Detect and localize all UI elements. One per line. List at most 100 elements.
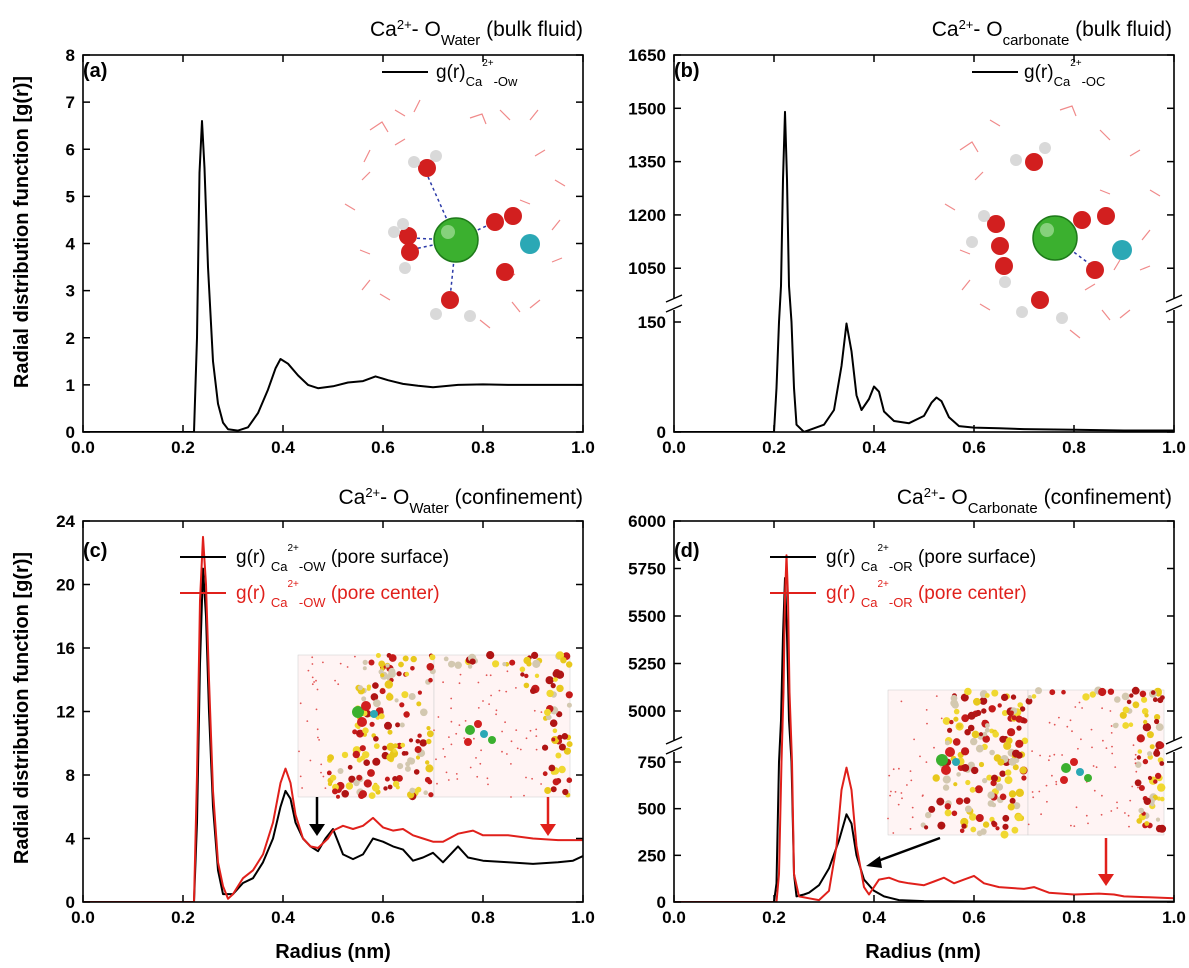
water-dot — [306, 720, 309, 722]
water-dot — [1132, 744, 1135, 747]
water-dot — [337, 683, 340, 686]
wall-atom — [558, 743, 566, 751]
wall-atom — [423, 790, 429, 795]
wall-atom — [952, 738, 961, 746]
panel-b-legend: g(r)Ca2+-OC — [972, 58, 1105, 89]
water-dot — [892, 832, 895, 834]
water-dot — [515, 729, 518, 731]
wall-atom — [392, 776, 398, 782]
wall-atom — [1150, 802, 1155, 807]
water-dot — [913, 738, 915, 741]
water-dot — [1070, 824, 1072, 827]
wall-atom — [1126, 699, 1132, 705]
wall-atom — [1014, 757, 1020, 764]
wall-atom — [961, 714, 970, 723]
water-dot — [1048, 755, 1051, 757]
y-tick-label: 250 — [638, 846, 666, 865]
wall-atom — [1119, 711, 1127, 719]
wall-atom — [1147, 751, 1153, 757]
wall-atom — [1159, 761, 1165, 766]
wall-atom — [982, 821, 990, 828]
wall-atom — [428, 792, 434, 798]
axis-break-mark — [665, 736, 683, 745]
wall-atom — [967, 711, 976, 720]
wall-atom — [1011, 826, 1019, 834]
water-dot — [450, 743, 453, 746]
water-dot — [1066, 725, 1069, 728]
panel-b-title: Ca2+- Ocarbonate (bulk fluid) — [932, 17, 1172, 49]
y-tick-label: 750 — [638, 753, 666, 772]
wall-atom — [410, 655, 417, 663]
wall-atom — [363, 779, 372, 788]
wall-atom — [1035, 687, 1042, 695]
wall-atom — [944, 809, 952, 817]
wall-atom — [371, 783, 380, 792]
wall-atom — [524, 673, 529, 679]
wall-atom — [969, 786, 976, 793]
water-dot — [1087, 822, 1089, 825]
wall-atom — [523, 682, 530, 689]
wall-atom — [1015, 715, 1023, 723]
wall-atom — [1016, 725, 1022, 731]
panel-d-arrows — [866, 836, 1114, 886]
water-dot — [1053, 723, 1056, 726]
series-line — [674, 577, 1174, 902]
water-dot — [442, 681, 444, 684]
legend-entry: g(r) Ca2+-OW (pore center) — [236, 579, 440, 610]
wall-atom — [415, 755, 421, 760]
water-dot — [1048, 759, 1050, 762]
wall-atom — [405, 761, 411, 767]
wall-atom — [387, 784, 393, 790]
panel-a-inset-snapshot — [344, 99, 566, 329]
wall-atom — [373, 699, 381, 708]
wall-atom — [356, 731, 361, 735]
legend-entry: g(r)Ca2+-Ow — [436, 58, 518, 89]
wall-atom — [1160, 796, 1165, 802]
wall-atom — [428, 677, 433, 683]
wall-atom — [416, 701, 422, 707]
y-tick-label: 0 — [66, 893, 75, 912]
y-tick-label: 5000 — [628, 702, 666, 721]
panel-c-plot: 0.0 0.2 0.4 0.6 0.8 1.0 0 4 8 12 16 20 24 — [56, 512, 595, 927]
wall-atom — [1154, 714, 1161, 721]
water-dot — [482, 700, 484, 702]
wall-atom — [1021, 737, 1029, 745]
water-dot — [485, 674, 488, 677]
water-dot — [458, 724, 461, 726]
wall-atom — [396, 671, 402, 677]
water-dot — [890, 790, 892, 793]
wall-atom — [1122, 706, 1130, 714]
water-dot — [510, 740, 513, 743]
wall-atom — [384, 721, 392, 730]
wall-atom — [330, 774, 337, 781]
y-axis-label-bottom: Radial distribution function [g(r)] — [11, 552, 33, 864]
water-dot — [299, 775, 302, 778]
water-dot — [435, 758, 437, 761]
wall-atom — [397, 763, 404, 770]
water-dot — [1091, 746, 1093, 749]
wall-atom — [531, 651, 539, 660]
wall-atom — [949, 719, 954, 725]
water-dot — [1131, 785, 1134, 788]
water-dot — [488, 703, 490, 705]
wall-atom — [363, 759, 371, 766]
wall-atom — [360, 755, 366, 761]
water-dot — [535, 748, 538, 751]
water-dot — [1100, 813, 1103, 816]
wall-atom — [1025, 697, 1033, 705]
wall-atom — [546, 714, 552, 721]
series-line — [674, 110, 1174, 432]
water-dot — [437, 716, 440, 718]
wall-atom — [947, 727, 953, 733]
wall-atom — [1017, 702, 1023, 708]
wall-atom — [404, 751, 409, 756]
wall-atom — [1155, 772, 1162, 780]
wall-atom — [1138, 807, 1144, 814]
water-dot — [495, 709, 498, 712]
axis-break-mark — [1165, 294, 1183, 303]
water-dot — [897, 803, 900, 806]
wall-atom — [375, 653, 381, 658]
x-tick-label: 0.8 — [471, 908, 495, 927]
water-dot — [535, 728, 538, 731]
series-line — [83, 567, 583, 902]
